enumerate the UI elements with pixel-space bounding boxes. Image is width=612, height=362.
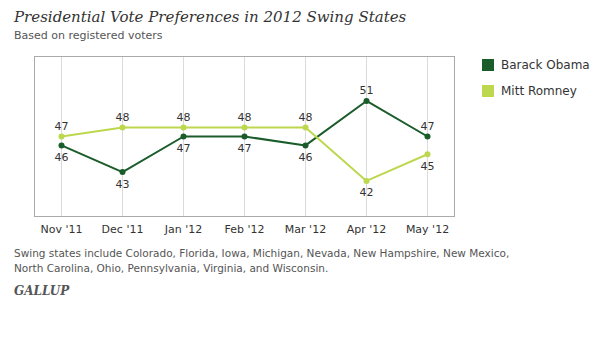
svg-text:51: 51 [360,84,374,97]
svg-text:Mar '12: Mar '12 [285,223,326,236]
svg-text:Dec '11: Dec '11 [102,223,144,236]
html-text:Presidential Vote Preferences: Presidential Vote Preferences in 2012 Sw… [14,8,407,26]
html-text:Swing states include Colorado,: Swing states include Colorado, Florida, … [14,247,510,275]
html-text:GALLUP: GALLUP [14,284,70,299]
svg-text:48: 48 [299,111,313,124]
svg-text:46: 46 [55,151,69,164]
svg-text:47: 47 [177,142,191,155]
svg-text:48: 48 [238,111,252,124]
svg-text:Jan '12: Jan '12 [164,223,202,236]
svg-text:43: 43 [116,178,130,191]
svg-text:Feb '12: Feb '12 [225,223,265,236]
svg-text:42: 42 [360,186,374,199]
svg-text:47: 47 [238,142,252,155]
svg-text:May '12: May '12 [406,223,449,236]
svg-text:46: 46 [299,151,313,164]
svg-text:47: 47 [421,120,435,133]
svg-text:47: 47 [55,120,69,133]
svg-text:48: 48 [116,111,130,124]
svg-text:Apr '12: Apr '12 [347,223,387,236]
svg-text:48: 48 [177,111,191,124]
html-text:Barack Obama: Barack Obama [501,58,590,72]
svg-text:Nov '11: Nov '11 [41,223,83,236]
html-text:Based on registered voters: Based on registered voters [14,29,163,42]
svg-text:45: 45 [421,160,435,173]
html-text:Mitt Romney: Mitt Romney [501,84,577,98]
